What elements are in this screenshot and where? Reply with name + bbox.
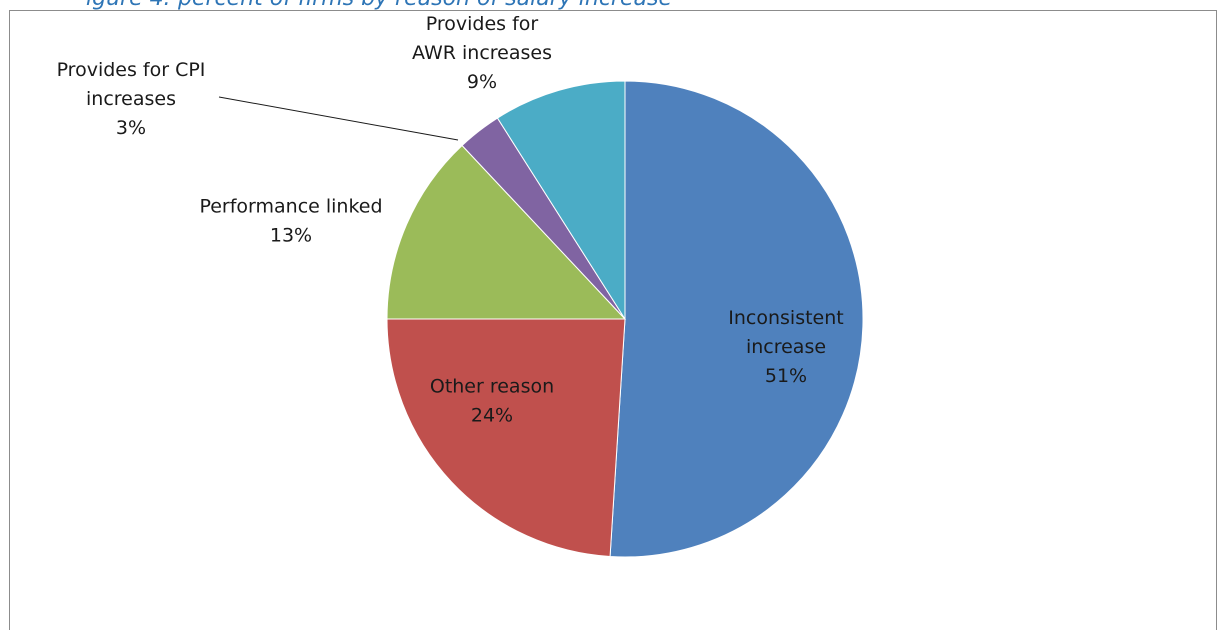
pie-slice-provides-for-awr-increases	[496, 80, 626, 321]
slice-label-provides-for-awr-increases: Provides for AWR increases 9%	[412, 13, 552, 93]
slice-label-other-reason: Other reason 24%	[430, 376, 554, 427]
slice-label-provides-for-cpi-increases: Provides for CPI increases 3%	[57, 59, 206, 139]
slice-label-inconsistent-increase: Inconsistent increase 51%	[728, 307, 843, 387]
pie-slice-inconsistent-increase	[609, 80, 864, 558]
slice-label-performance-linked: Performance linked 13%	[199, 196, 382, 247]
pie-chart: Inconsistent increase 51% Other reason 24% Pe…	[57, 13, 864, 558]
pie-slice-other-reason	[386, 318, 626, 558]
chart-frame	[9, 10, 1217, 630]
pie-slice-performance-linked	[386, 144, 627, 320]
leader-line-provides-for-cpi-increases	[218, 96, 459, 141]
figure-caption: igure 4: percent of firms by reason of s…	[86, 0, 672, 11]
